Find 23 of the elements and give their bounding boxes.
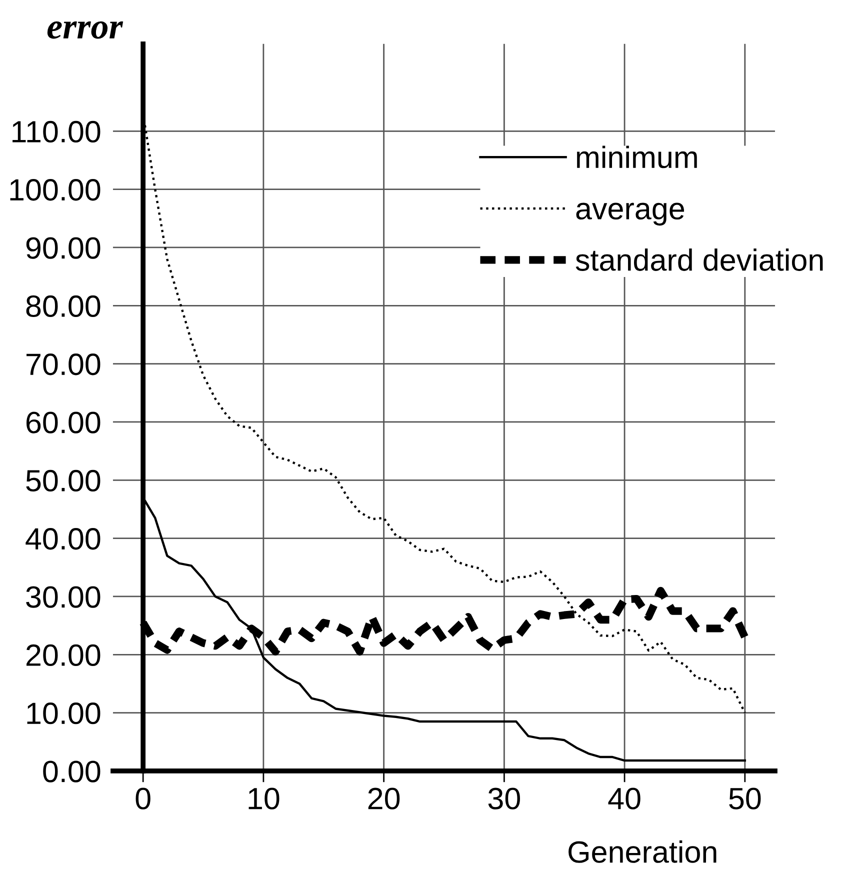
y-tick-label: 90.00: [26, 237, 100, 259]
y-tick-label: 10.00: [27, 702, 100, 724]
legend-label: average: [576, 202, 684, 226]
chart-title: error: [47, 21, 124, 39]
x-axis-title: Generation: [568, 840, 716, 863]
y-tick-label: 0.00: [43, 760, 100, 782]
x-tick-label: 30: [488, 788, 520, 810]
legend-label: minimum: [576, 146, 697, 168]
y-tick-label: 40.00: [26, 528, 100, 550]
legend-label: standard deviation: [576, 248, 823, 271]
x-tick-label: 20: [368, 788, 400, 810]
x-tick-label: 10: [248, 788, 280, 810]
x-tick-label: 0: [136, 788, 150, 810]
y-tick-label: 30.00: [26, 586, 100, 608]
y-tick-label: 110.00: [12, 120, 100, 143]
y-tick-label: 80.00: [26, 295, 100, 318]
y-tick-label: 70.00: [26, 354, 100, 376]
y-tick-label: 20.00: [26, 644, 100, 666]
y-tick-label: 100.00: [10, 179, 100, 201]
y-tick-label: 60.00: [26, 412, 100, 434]
y-tick-label: 50.00: [26, 470, 100, 492]
x-tick-label: 50: [729, 788, 761, 810]
x-tick-label: 40: [608, 788, 640, 810]
